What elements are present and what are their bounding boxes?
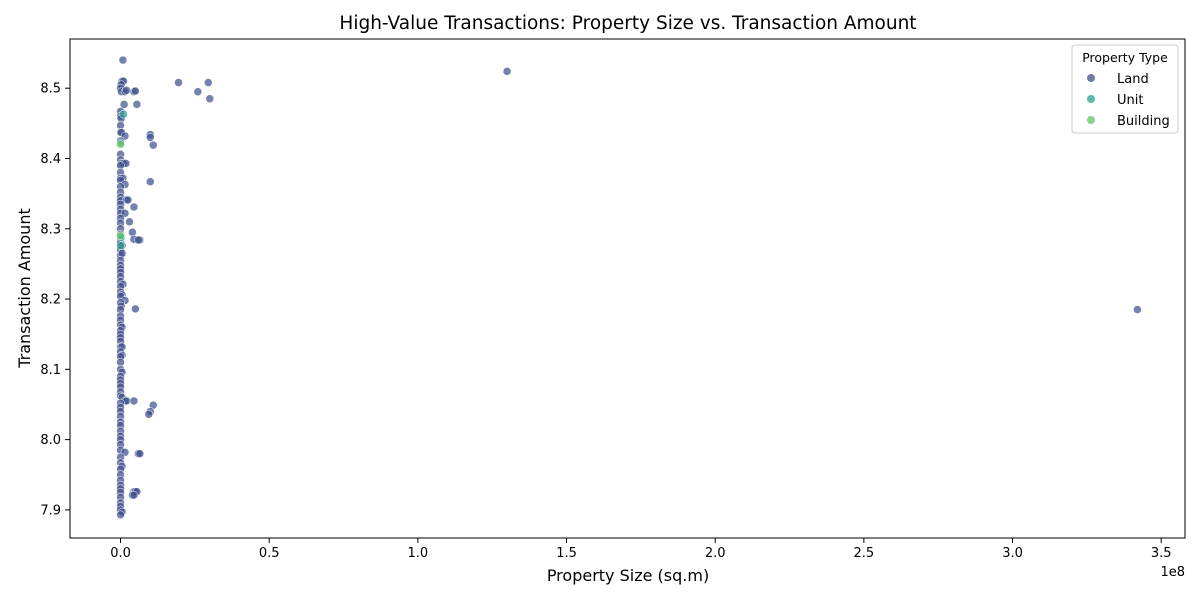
data-point-building: [116, 231, 125, 241]
data-points: [116, 55, 1142, 520]
data-point-unit: [116, 241, 125, 250]
legend-marker-unit: [1087, 95, 1095, 103]
data-point-land: [116, 510, 125, 520]
data-point-land: [135, 449, 145, 458]
y-tick-label: 8.4: [40, 152, 61, 167]
x-tick-label: 2.5: [854, 546, 875, 561]
data-point-land: [193, 87, 203, 96]
x-tick-label: 1.0: [408, 546, 429, 561]
x-tick-label: 0.5: [259, 546, 280, 561]
data-point-land: [144, 410, 154, 419]
data-point-land: [117, 249, 127, 258]
plot-frame: [69, 38, 1186, 539]
x-tick-label: 0.0: [110, 546, 131, 561]
data-point-land: [146, 133, 155, 142]
legend-title: Property Type: [1082, 50, 1168, 65]
y-tick-label: 8.1: [40, 363, 61, 378]
legend-marker-land: [1087, 74, 1095, 82]
data-point-land: [118, 55, 128, 65]
legend-marker-building: [1087, 116, 1095, 124]
data-point-land: [205, 94, 214, 103]
data-point-land: [128, 228, 137, 237]
data-point-land: [131, 304, 140, 314]
data-point-land: [204, 78, 213, 87]
data-point-land: [129, 396, 139, 406]
data-point-land: [502, 67, 512, 76]
plot-area: [69, 38, 1186, 539]
data-point-land: [1133, 305, 1142, 314]
x-axis-offset-label: 1e8: [1160, 565, 1185, 580]
data-point-land: [149, 140, 158, 150]
legend-label-unit: Unit: [1117, 93, 1143, 108]
data-point-land: [174, 78, 183, 87]
y-tick-label: 7.9: [40, 503, 61, 518]
data-point-unit: [119, 109, 128, 119]
data-point-land: [123, 195, 133, 205]
x-axis-label: Property Size (sq.m): [547, 566, 709, 585]
y-axis-label: Transaction Amount: [15, 208, 34, 369]
y-tick-label: 8.5: [40, 82, 61, 97]
y-tick-label: 8.0: [40, 433, 61, 448]
chart-title: High-Value Transactions: Property Size v…: [339, 13, 916, 34]
data-point-land: [122, 86, 131, 95]
y-tick-label: 8.3: [40, 222, 61, 237]
data-point-land: [146, 177, 155, 186]
legend-label-building: Building: [1117, 114, 1170, 129]
legend-box: [1071, 44, 1179, 134]
y-axis-ticks: 7.9 8.0 8.1 8.2 8.3 8.4 8.5: [40, 82, 70, 518]
x-axis-ticks: 0.0 0.5 1.0 1.5 2.0 2.5 3.0 3.5: [110, 538, 1172, 561]
data-point-land: [125, 217, 134, 226]
x-tick-label: 2.0: [705, 546, 726, 561]
data-point-building: [116, 140, 125, 149]
data-point-land: [132, 100, 142, 109]
legend-label-land: Land: [1117, 72, 1149, 87]
x-tick-label: 3.0: [1002, 546, 1023, 561]
data-point-land: [134, 235, 143, 245]
legend: Property Type Land Unit Building: [1071, 44, 1179, 134]
data-point-land: [119, 100, 129, 109]
x-tick-label: 1.5: [556, 546, 577, 561]
data-point-land: [131, 86, 140, 96]
data-point-land: [129, 490, 139, 500]
data-point-land: [129, 202, 139, 212]
y-tick-label: 8.2: [40, 293, 61, 308]
x-tick-label: 3.5: [1151, 546, 1172, 561]
